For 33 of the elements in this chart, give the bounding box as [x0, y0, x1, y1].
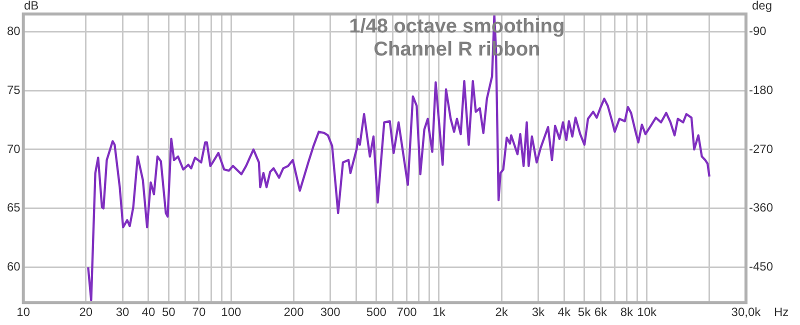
y2-axis-title: deg	[752, 0, 772, 12]
x-tick-label: 30	[116, 305, 130, 320]
y2-tick-label: -360	[748, 200, 774, 215]
x-tick-label: 50	[162, 305, 176, 320]
x-tick-label: 100	[221, 305, 242, 320]
x-tick-label: 300	[320, 305, 341, 320]
x-tick-label: 200	[284, 305, 304, 320]
x-tick-label: 70	[192, 305, 206, 320]
x-tick-label: 2k	[495, 305, 509, 320]
y-tick-label: 60	[6, 260, 21, 274]
y2-tick-label: -180	[748, 82, 774, 97]
x-tick-label: 500	[366, 305, 387, 320]
x-tick-label: 10k	[637, 305, 658, 320]
x-tick-label: 5k	[578, 305, 592, 320]
y2-tick-label: -90	[748, 24, 767, 38]
x-tick-label: 40	[142, 305, 156, 320]
x-axis-title: Hz	[774, 304, 789, 319]
x-tick-label: 1k	[432, 305, 446, 320]
x-tick-label: 30,0k	[731, 305, 762, 320]
x-tick-label: 8k	[620, 305, 634, 320]
x-tick-label: 700	[396, 305, 418, 320]
x-tick-label: 10	[16, 305, 30, 320]
x-tick-label: 4k	[558, 305, 572, 320]
y-tick-label: 65	[6, 200, 21, 215]
y2-tick-label: -450	[748, 260, 774, 274]
y-tick-label: 70	[6, 142, 21, 156]
x-tick-label: 3k	[532, 305, 546, 320]
y-tick-label: 75	[6, 82, 21, 97]
y-axis-title: dB	[24, 0, 39, 12]
y-tick-label: 80	[6, 24, 21, 38]
y2-tick-label: -270	[748, 142, 774, 156]
x-tick-label: 6k	[594, 305, 608, 320]
x-tick-label: 20	[79, 305, 93, 320]
